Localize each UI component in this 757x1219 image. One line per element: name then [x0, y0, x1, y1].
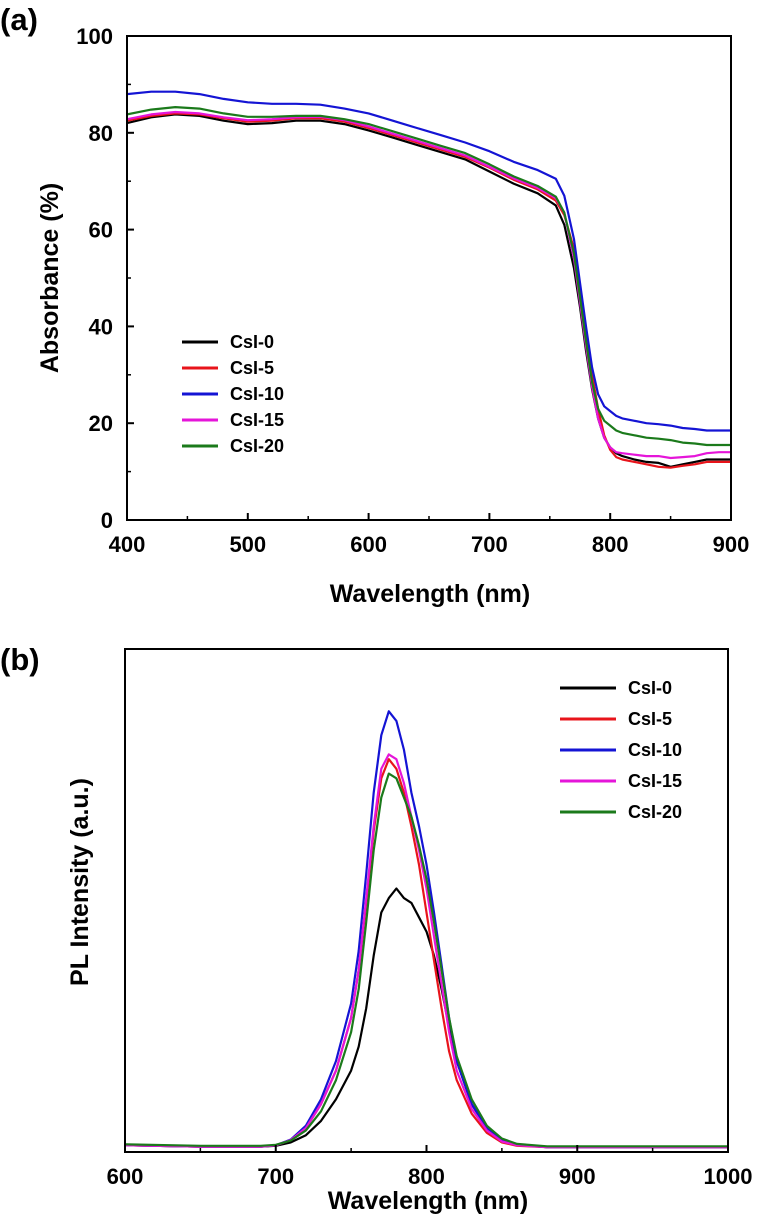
y-tick-label: 100: [76, 24, 113, 49]
series-line-csi-15: [126, 110, 731, 460]
legend-label-csi-0: CsI-0: [628, 678, 672, 698]
legend-label-csi-20: CsI-20: [628, 802, 682, 822]
x-tick-label: 800: [592, 532, 629, 557]
legend-label-csi-5: CsI-5: [628, 709, 672, 729]
series-line-csi-10: [126, 90, 731, 432]
x-tick-label: 700: [257, 1164, 294, 1189]
panel-a: (a) 400 500 600 700 800 900 0 20 40 60 80 100 Wavel…: [0, 2, 749, 608]
y-tick-label: 0: [101, 508, 113, 533]
legend-label-csi-5: CsI-5: [230, 358, 274, 378]
x-tick-label: 1000: [704, 1164, 753, 1189]
panel-a-label: (a): [0, 2, 38, 37]
panel-b-x-axis-title: Wavelength (nm): [328, 1187, 528, 1215]
legend-label-csi-10: CsI-10: [230, 384, 284, 404]
y-tick-label: 20: [89, 411, 113, 436]
panel-a-y-axis-title: Absorbance (%): [36, 183, 64, 373]
x-tick-label: 900: [559, 1164, 596, 1189]
panel-a-series: [126, 90, 731, 469]
x-tick-label: 400: [109, 532, 146, 557]
panel-b-legend: CsI-0 CsI-5 CsI-10 CsI-15 CsI-20: [560, 678, 682, 822]
series-line-csi-20: [126, 105, 731, 447]
x-tick-label: 800: [408, 1164, 445, 1189]
panel-b-y-axis-title: PL Intensity (a.u.): [66, 778, 94, 986]
x-tick-label: 600: [350, 532, 387, 557]
legend-label-csi-15: CsI-15: [230, 410, 284, 430]
panel-b-label: (b): [0, 642, 40, 677]
x-tick-label: 500: [229, 532, 266, 557]
series-line-csi-5: [126, 112, 731, 469]
x-tick-label: 600: [107, 1164, 144, 1189]
legend-label-csi-15: CsI-15: [628, 771, 682, 791]
x-tick-label: 900: [713, 532, 750, 557]
panel-b-series: [124, 710, 728, 1149]
series-line-csi-15: [124, 753, 728, 1149]
series-line-csi-0: [126, 113, 731, 468]
y-tick-label: 80: [89, 121, 113, 146]
legend-label-csi-0: CsI-0: [230, 332, 274, 352]
series-line-csi-20: [124, 772, 728, 1148]
panel-a-legend: CsI-0 CsI-5 CsI-10 CsI-15 CsI-20: [182, 332, 284, 456]
panel-b: (b) 600 700 800 900 1000 Wavelength (nm) PL …: [0, 642, 752, 1215]
legend-label-csi-10: CsI-10: [628, 740, 682, 760]
series-line-csi-0: [124, 887, 728, 1149]
y-tick-label: 40: [89, 314, 113, 339]
legend-label-csi-20: CsI-20: [230, 436, 284, 456]
panel-a-x-axis-title: Wavelength (nm): [330, 580, 530, 608]
series-line-csi-10: [124, 710, 728, 1149]
x-tick-label: 700: [471, 532, 508, 557]
y-tick-label: 60: [89, 218, 113, 243]
